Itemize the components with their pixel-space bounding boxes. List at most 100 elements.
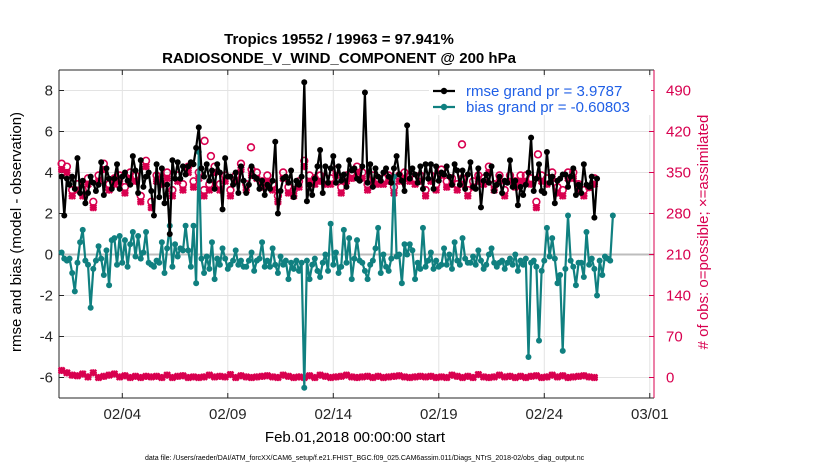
bias-point xyxy=(330,261,337,268)
bias-point xyxy=(594,292,601,299)
bias-point xyxy=(174,253,181,260)
rmse-point xyxy=(427,161,434,168)
bias-point xyxy=(401,241,408,248)
rmse-point xyxy=(129,153,136,160)
obs-possible-outlier-point xyxy=(533,150,543,159)
bias-point xyxy=(380,251,387,258)
rmse-point xyxy=(327,165,334,172)
rmse-point xyxy=(274,210,281,217)
bias-point xyxy=(536,337,543,344)
rmse-point xyxy=(137,157,144,164)
rmse-point xyxy=(166,231,173,237)
rmse-point xyxy=(485,179,492,186)
bias-point xyxy=(182,222,189,229)
y-left-tick-label: 2 xyxy=(45,206,53,223)
rmse-point xyxy=(182,171,189,178)
bias-point xyxy=(483,261,490,268)
bias-point xyxy=(332,249,339,256)
bias-point xyxy=(309,261,316,268)
obs-possible-outlier-point xyxy=(457,140,467,149)
bias-point xyxy=(354,237,361,244)
bias-point xyxy=(198,255,205,262)
bias-point xyxy=(298,259,305,266)
rmse-point xyxy=(520,192,527,199)
rmse-point xyxy=(414,179,421,186)
y-axis-left-label: rmse and bias (model - observation) xyxy=(8,112,25,352)
rmse-point xyxy=(396,171,403,178)
rmse-point xyxy=(269,177,276,184)
rmse-point xyxy=(58,173,65,180)
bias-point xyxy=(351,255,358,262)
rmse-point xyxy=(514,202,521,209)
bias-point xyxy=(588,255,595,262)
bias-point xyxy=(607,257,614,264)
bias-point xyxy=(58,249,65,256)
bias-point xyxy=(301,384,308,391)
rmse-point xyxy=(361,89,368,96)
bias-point xyxy=(95,243,102,250)
rmse-point xyxy=(148,187,155,194)
rmse-point xyxy=(240,177,247,184)
bias-point xyxy=(232,247,239,254)
obs-assimilated-point xyxy=(189,183,198,191)
rmse-point xyxy=(150,212,157,219)
bias-point xyxy=(448,265,455,272)
bias-point xyxy=(79,226,86,233)
bias-point xyxy=(522,255,529,262)
bias-point xyxy=(443,261,450,268)
rmse-point xyxy=(277,187,284,194)
y-axis-left-ticks: -6 -4 -2 0 2 4 6 8 xyxy=(40,83,64,387)
rmse-point xyxy=(322,163,329,170)
rmse-point xyxy=(296,181,303,188)
obs-possible-outlier-point xyxy=(206,151,216,161)
rmse-point xyxy=(525,169,532,176)
rmse-point xyxy=(493,181,500,188)
rmse-point xyxy=(298,173,305,180)
bias-point xyxy=(314,267,321,274)
y-axis-right-ticks: 0 70 140 210 280 350 420 490 xyxy=(649,83,691,387)
rmse-point xyxy=(425,175,432,182)
rmse-point xyxy=(456,181,463,188)
rmse-point xyxy=(195,124,202,131)
bias-point xyxy=(567,257,574,264)
x-tick-label: 02/19 xyxy=(420,406,458,423)
y-right-tick-label: 280 xyxy=(666,206,691,223)
rmse-point xyxy=(309,192,316,199)
bias-point xyxy=(129,228,136,235)
x-tick-label: 02/14 xyxy=(315,406,353,423)
bias-point xyxy=(343,259,350,266)
bias-point xyxy=(541,257,548,264)
rmse-point xyxy=(565,183,572,190)
rmse-point xyxy=(177,175,184,182)
legend-rmse-marker xyxy=(440,87,448,95)
rmse-point xyxy=(369,183,376,190)
bias-point xyxy=(296,267,303,274)
x-tick-label: 03/01 xyxy=(631,406,669,423)
bias-point xyxy=(551,255,558,262)
y-left-tick-label: 8 xyxy=(45,83,53,100)
bias-point xyxy=(203,253,210,260)
obs-assimilated-point xyxy=(205,186,214,194)
bias-point xyxy=(179,247,186,254)
rmse-point xyxy=(572,192,579,199)
bias-point xyxy=(533,263,540,270)
obs-assimilated-point xyxy=(463,192,472,200)
bias-point xyxy=(161,269,168,276)
bias-point xyxy=(69,269,76,276)
bias-point xyxy=(446,251,453,258)
bias-point xyxy=(520,261,527,268)
bias-point xyxy=(132,253,139,260)
rmse-point xyxy=(543,149,550,155)
bias-point xyxy=(190,222,197,229)
rmse-point xyxy=(364,179,371,186)
bias-point xyxy=(311,255,318,262)
obs-assimilated-point xyxy=(142,162,150,171)
rmse-point xyxy=(230,181,237,188)
rmse-point xyxy=(343,183,350,190)
bias-point xyxy=(306,276,313,283)
bias-point xyxy=(530,257,537,264)
rmse-point xyxy=(82,200,89,207)
bias-point xyxy=(272,261,279,268)
